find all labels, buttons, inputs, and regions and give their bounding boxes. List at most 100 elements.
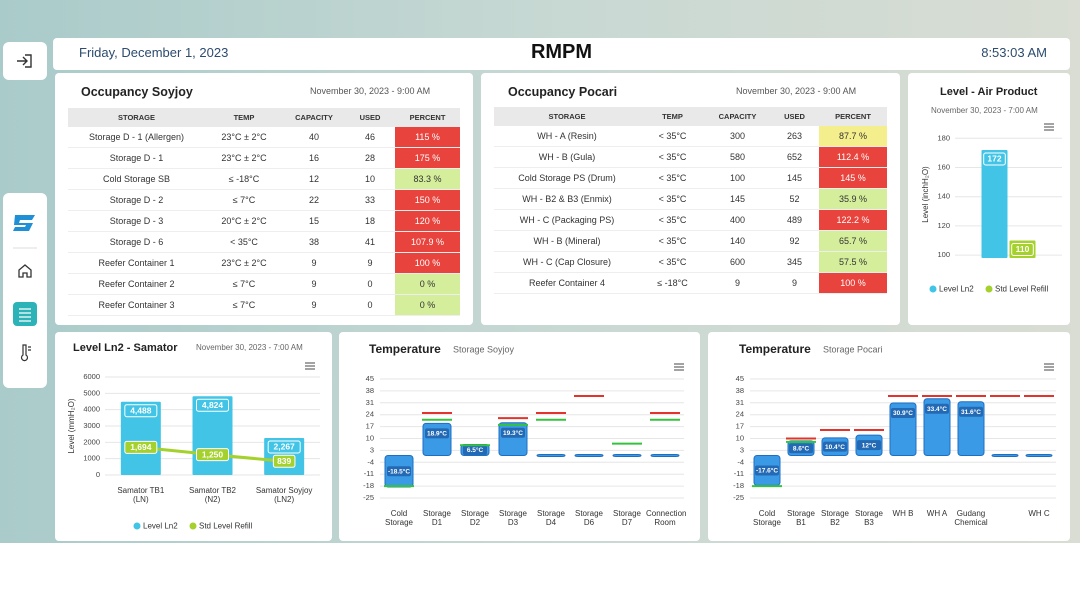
table-cell: 489 <box>770 209 819 231</box>
column-header: TEMP <box>205 108 283 127</box>
table-cell: 400 <box>705 209 770 231</box>
table-row: WH - B2 & B3 (Enmix) < 35°C 145 52 35.9 % <box>494 188 887 210</box>
table-cell: < 35°C <box>640 146 705 168</box>
table-cell: ≤ -18°C <box>205 168 283 190</box>
chart-panel <box>908 73 1070 325</box>
table-cell: < 35°C <box>640 209 705 231</box>
table-cell: 9 <box>705 272 770 294</box>
logout-button[interactable] <box>3 42 47 80</box>
x-tick-label: Gudang Chemical <box>954 509 988 527</box>
percent-cell: 145 % <box>819 167 887 189</box>
table-row: Storage D - 2 ≤ 7°C 22 33 150 % <box>68 189 460 211</box>
table-row: WH - B (Mineral) < 35°C 140 92 65.7 % <box>494 230 887 252</box>
column-header: STORAGE <box>68 108 205 127</box>
table-cell: Cold Storage SB <box>68 168 205 190</box>
percent-cell: 115 % <box>395 127 460 148</box>
table-cell: 145 <box>770 167 819 189</box>
percent-cell: 35.9 % <box>819 188 887 210</box>
table-row: Reefer Container 3 ≤ 7°C 9 0 0 % <box>68 294 460 316</box>
sidebar <box>3 193 47 388</box>
table-cell: < 35°C <box>640 251 705 273</box>
table-cell: < 35°C <box>205 231 283 253</box>
x-tick-label: Storage B2 <box>820 509 850 527</box>
table-cell: Reefer Container 4 <box>494 272 640 294</box>
table-cell: 23°C ± 2°C <box>205 252 283 274</box>
table-cell: ≤ -18°C <box>640 272 705 294</box>
table-cell: 38 <box>283 231 345 253</box>
table-cell: 15 <box>283 210 345 232</box>
table-cell: Storage D - 1 <box>68 147 205 169</box>
table-row: Reefer Container 2 ≤ 7°C 9 0 0 % <box>68 273 460 295</box>
table-cell: 23°C ± 2°C <box>205 127 283 148</box>
x-tick-label: Storage D4 <box>536 509 566 527</box>
table-cell: 41 <box>345 231 395 253</box>
percent-cell: 83.3 % <box>395 168 460 190</box>
column-header: CAPACITY <box>705 107 770 126</box>
table-cell: < 35°C <box>640 167 705 189</box>
table-cell: 10 <box>345 168 395 190</box>
occupancy-table: STORAGE TEMP CAPACITY USED PERCENT WH - A (Re… <box>494 107 887 294</box>
table-cell: 345 <box>770 251 819 273</box>
percent-cell: 0 % <box>395 273 460 295</box>
x-tick-label: Cold Storage <box>752 509 782 527</box>
table-cell: 18 <box>345 210 395 232</box>
table-cell: WH - C (Cap Closure) <box>494 251 640 273</box>
header-row: STORAGE TEMP CAPACITY USED PERCENT <box>494 107 887 126</box>
table-cell: Storage D - 1 (Allergen) <box>68 127 205 148</box>
table-cell: Storage D - 2 <box>68 189 205 211</box>
table-cell: 16 <box>283 147 345 169</box>
table-cell: 52 <box>770 188 819 210</box>
table-cell: Reefer Container 2 <box>68 273 205 295</box>
x-tick-label: Samator Soyjoy (LN2) <box>255 486 313 504</box>
header-time: 8:53:03 AM <box>981 45 1047 60</box>
x-tick-label: Storage D7 <box>612 509 642 527</box>
table-cell: 9 <box>283 252 345 274</box>
logout-icon <box>17 54 32 68</box>
header-row: STORAGE TEMP CAPACITY USED PERCENT <box>68 108 460 127</box>
table-cell: 23°C ± 2°C <box>205 147 283 169</box>
chart-panel <box>55 332 332 541</box>
x-tick-label: Connection Room <box>646 509 687 527</box>
x-tick-label: Samator TB2 (N2) <box>189 486 236 504</box>
table-row: Storage D - 1 (Allergen) 23°C ± 2°C 40 46 11… <box>68 127 460 148</box>
table-cell: 12 <box>283 168 345 190</box>
table-cell: WH - C (Packaging PS) <box>494 209 640 231</box>
x-tick-label: Storage B1 <box>786 509 816 527</box>
percent-cell: 57.5 % <box>819 251 887 273</box>
percent-cell: 100 % <box>395 252 460 274</box>
x-tick-label: WH A <box>926 509 948 518</box>
table-row: Storage D - 6 < 35°C 38 41 107.9 % <box>68 231 460 253</box>
table-cell: 652 <box>770 146 819 168</box>
table-cell: 300 <box>705 126 770 147</box>
x-tick-label: Cold Storage <box>384 509 414 527</box>
table-row: Cold Storage PS (Drum) < 35°C 100 145 145 % <box>494 167 887 189</box>
occupancy-table: STORAGE TEMP CAPACITY USED PERCENT Storage D … <box>68 108 460 316</box>
header-bar: Friday, December 1, 2023 RMPM 8:53:03 AM <box>53 38 1070 70</box>
percent-cell: 120 % <box>395 210 460 232</box>
percent-cell: 65.7 % <box>819 230 887 252</box>
table-row: Reefer Container 4 ≤ -18°C 9 9 100 % <box>494 272 887 294</box>
table-row: Reefer Container 1 23°C ± 2°C 9 9 100 % <box>68 252 460 274</box>
table-cell: ≤ 7°C <box>205 294 283 316</box>
table-cell: 33 <box>345 189 395 211</box>
table-cell: Storage D - 3 <box>68 210 205 232</box>
table-row: WH - B (Gula) < 35°C 580 652 112.4 % <box>494 146 887 168</box>
table-cell: 0 <box>345 273 395 295</box>
x-tick-label: Storage D3 <box>498 509 528 527</box>
table-cell: 263 <box>770 126 819 147</box>
table-cell: Reefer Container 3 <box>68 294 205 316</box>
table-cell: 0 <box>345 294 395 316</box>
table-cell: 9 <box>345 252 395 274</box>
table-cell: ≤ 7°C <box>205 273 283 295</box>
table-cell: 46 <box>345 127 395 148</box>
table-row: WH - A (Resin) < 35°C 300 263 87.7 % <box>494 126 887 147</box>
table-cell: < 35°C <box>640 188 705 210</box>
column-header: USED <box>770 107 819 126</box>
column-header: CAPACITY <box>283 108 345 127</box>
table-row: Storage D - 1 23°C ± 2°C 16 28 175 % <box>68 147 460 169</box>
occupancy-panel: Occupancy Pocari November 30, 2023 - 9:0… <box>481 73 900 325</box>
column-header: USED <box>345 108 395 127</box>
table-cell: ≤ 7°C <box>205 189 283 211</box>
percent-cell: 100 % <box>819 272 887 294</box>
